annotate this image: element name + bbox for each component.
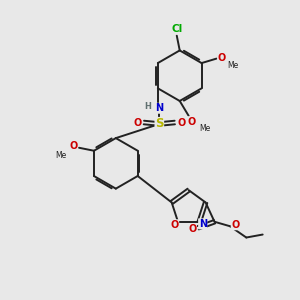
- Text: O: O: [188, 117, 196, 127]
- Text: N: N: [199, 219, 207, 229]
- Text: O: O: [218, 53, 226, 63]
- Text: O: O: [69, 141, 77, 151]
- Text: O: O: [133, 118, 142, 128]
- Text: N: N: [155, 103, 164, 113]
- Text: O: O: [231, 220, 239, 230]
- Text: H: H: [144, 102, 151, 111]
- Text: Me: Me: [200, 124, 211, 133]
- Text: O: O: [188, 224, 196, 234]
- Text: Me: Me: [56, 151, 67, 160]
- Text: Cl: Cl: [171, 24, 182, 34]
- Text: S: S: [155, 118, 164, 130]
- Text: Me: Me: [227, 61, 238, 70]
- Text: O: O: [177, 118, 185, 128]
- Text: O: O: [170, 220, 179, 230]
